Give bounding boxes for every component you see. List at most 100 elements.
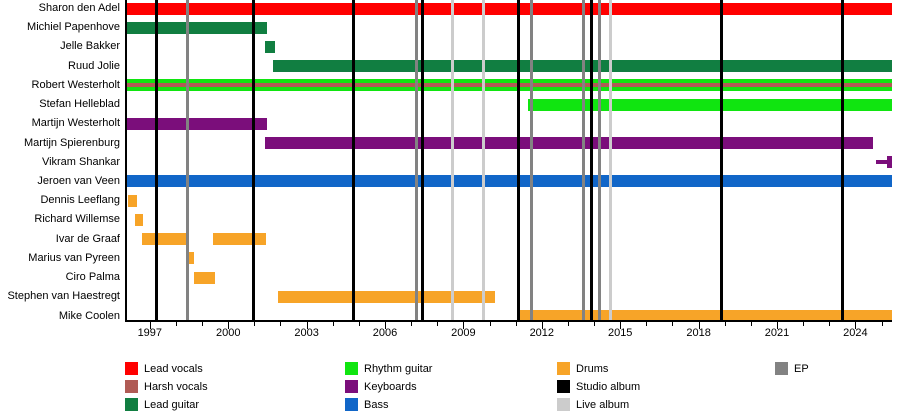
member-bar [125, 175, 892, 188]
member-label: Robert Westerholt [31, 78, 120, 91]
axis-minor-tick [280, 322, 282, 326]
axis-minor-tick [646, 322, 648, 326]
axis-tick-label: 2003 [294, 327, 319, 339]
release-line-ep [581, 0, 585, 320]
release-line-live-album [451, 0, 455, 320]
release-line-ep [530, 0, 534, 320]
member-bar [265, 40, 275, 53]
member-label: Martijn Spierenburg [24, 136, 120, 149]
member-label: Jeroen van Veen [37, 174, 120, 187]
member-label: Martijn Westerholt [31, 117, 120, 130]
axis-tick-label: 2015 [607, 327, 633, 339]
release-line-ep [597, 0, 601, 320]
release-line-live-album [481, 0, 485, 320]
legend-label: Harsh vocals [144, 381, 208, 393]
axis-major-tick [698, 322, 700, 329]
axis-minor-tick [411, 322, 413, 326]
release-line-ep [186, 0, 190, 320]
legend-swatch-harsh-vocals [125, 380, 138, 393]
axis-minor-tick [803, 322, 805, 326]
axis-minor-tick [254, 322, 256, 326]
axis-tick-label: 2021 [764, 327, 790, 339]
axis-tick-label: 1997 [137, 327, 163, 339]
member-bar [187, 252, 194, 265]
axis-major-tick [463, 322, 465, 329]
axis-minor-tick [829, 322, 831, 326]
legend-label: Live album [576, 399, 630, 411]
axis-minor-tick [515, 322, 517, 326]
axis-minor-tick [594, 322, 596, 326]
member-bar [141, 233, 188, 246]
axis-major-tick [306, 322, 308, 329]
legend-label: Studio album [576, 381, 641, 393]
legend-swatch-live-album [557, 398, 570, 411]
y-axis-line [125, 0, 127, 322]
legend-label: Keyboards [364, 381, 417, 393]
member-bar [527, 98, 892, 111]
member-label: Ivar de Graaf [55, 232, 120, 245]
member-label: Vikram Shankar [41, 155, 120, 168]
axis-major-tick [228, 322, 230, 329]
legend-swatch-studio-album [557, 380, 570, 393]
axis-major-tick [855, 322, 857, 329]
member-label: Richard Willemse [34, 213, 120, 226]
legend-swatch-rhythm-guitar [345, 362, 358, 375]
member-bar [886, 156, 892, 169]
member-bar [134, 213, 144, 226]
axis-tick-label: 2018 [686, 327, 711, 339]
legend-label: Rhythm guitar [364, 363, 433, 375]
release-line-studio-album [351, 0, 355, 320]
axis-major-tick [777, 322, 778, 329]
axis-tick-label: 2000 [215, 327, 241, 339]
member-label: Marius van Pyreen [28, 251, 120, 264]
axis-major-tick [385, 322, 387, 329]
axis-minor-tick [881, 322, 883, 326]
member-bar [125, 117, 267, 130]
member-label: Stefan Helleblad [39, 98, 120, 111]
legend-swatch-keyboards [345, 380, 358, 393]
member-bar [125, 79, 892, 92]
axis-minor-tick [332, 322, 334, 326]
member-label: Ciro Palma [65, 271, 120, 284]
member-bar [193, 271, 215, 284]
release-line-live-album [608, 0, 612, 320]
legend-label: Bass [364, 399, 389, 411]
axis-major-tick [620, 322, 622, 329]
axis-major-tick [149, 322, 151, 329]
member-bar [876, 160, 887, 165]
legend-swatch-lead-guitar [125, 398, 138, 411]
axis-minor-tick [567, 322, 569, 326]
release-line-studio-album [251, 0, 255, 320]
x-axis-line [125, 320, 892, 322]
axis-minor-tick [750, 322, 752, 326]
axis-minor-tick [672, 322, 674, 326]
member-bar [125, 2, 892, 15]
member-label: Mike Coolen [58, 309, 120, 322]
axis-tick-label: 2024 [843, 327, 868, 339]
member-bar [125, 21, 267, 34]
release-line-studio-album [841, 0, 845, 320]
release-line-studio-album [516, 0, 520, 320]
axis-minor-tick [175, 322, 177, 326]
axis-tick-label: 2009 [451, 327, 476, 339]
member-label: Dennis Leeflang [40, 194, 120, 207]
release-line-studio-album [720, 0, 724, 320]
member-bar [265, 137, 873, 150]
member-bar [277, 290, 496, 303]
member-label: Michiel Papenhove [27, 21, 120, 34]
member-label: Sharon den Adel [38, 2, 120, 14]
member-label: Jelle Bakker [60, 40, 120, 53]
axis-minor-tick [489, 322, 491, 326]
axis-major-tick [541, 322, 543, 329]
legend-swatch-lead-vocals [125, 362, 138, 375]
axis-minor-tick [358, 322, 360, 326]
axis-tick-label: 2012 [529, 327, 555, 339]
member-label: Ruud Jolie [68, 59, 120, 72]
legend-label: Drums [576, 363, 609, 375]
legend-label: Lead guitar [144, 399, 200, 411]
legend-swatch-ep [775, 362, 788, 375]
axis-minor-tick [437, 322, 439, 326]
legend-swatch-bass [345, 398, 358, 411]
member-label: Stephen van Haestregt [7, 290, 120, 303]
